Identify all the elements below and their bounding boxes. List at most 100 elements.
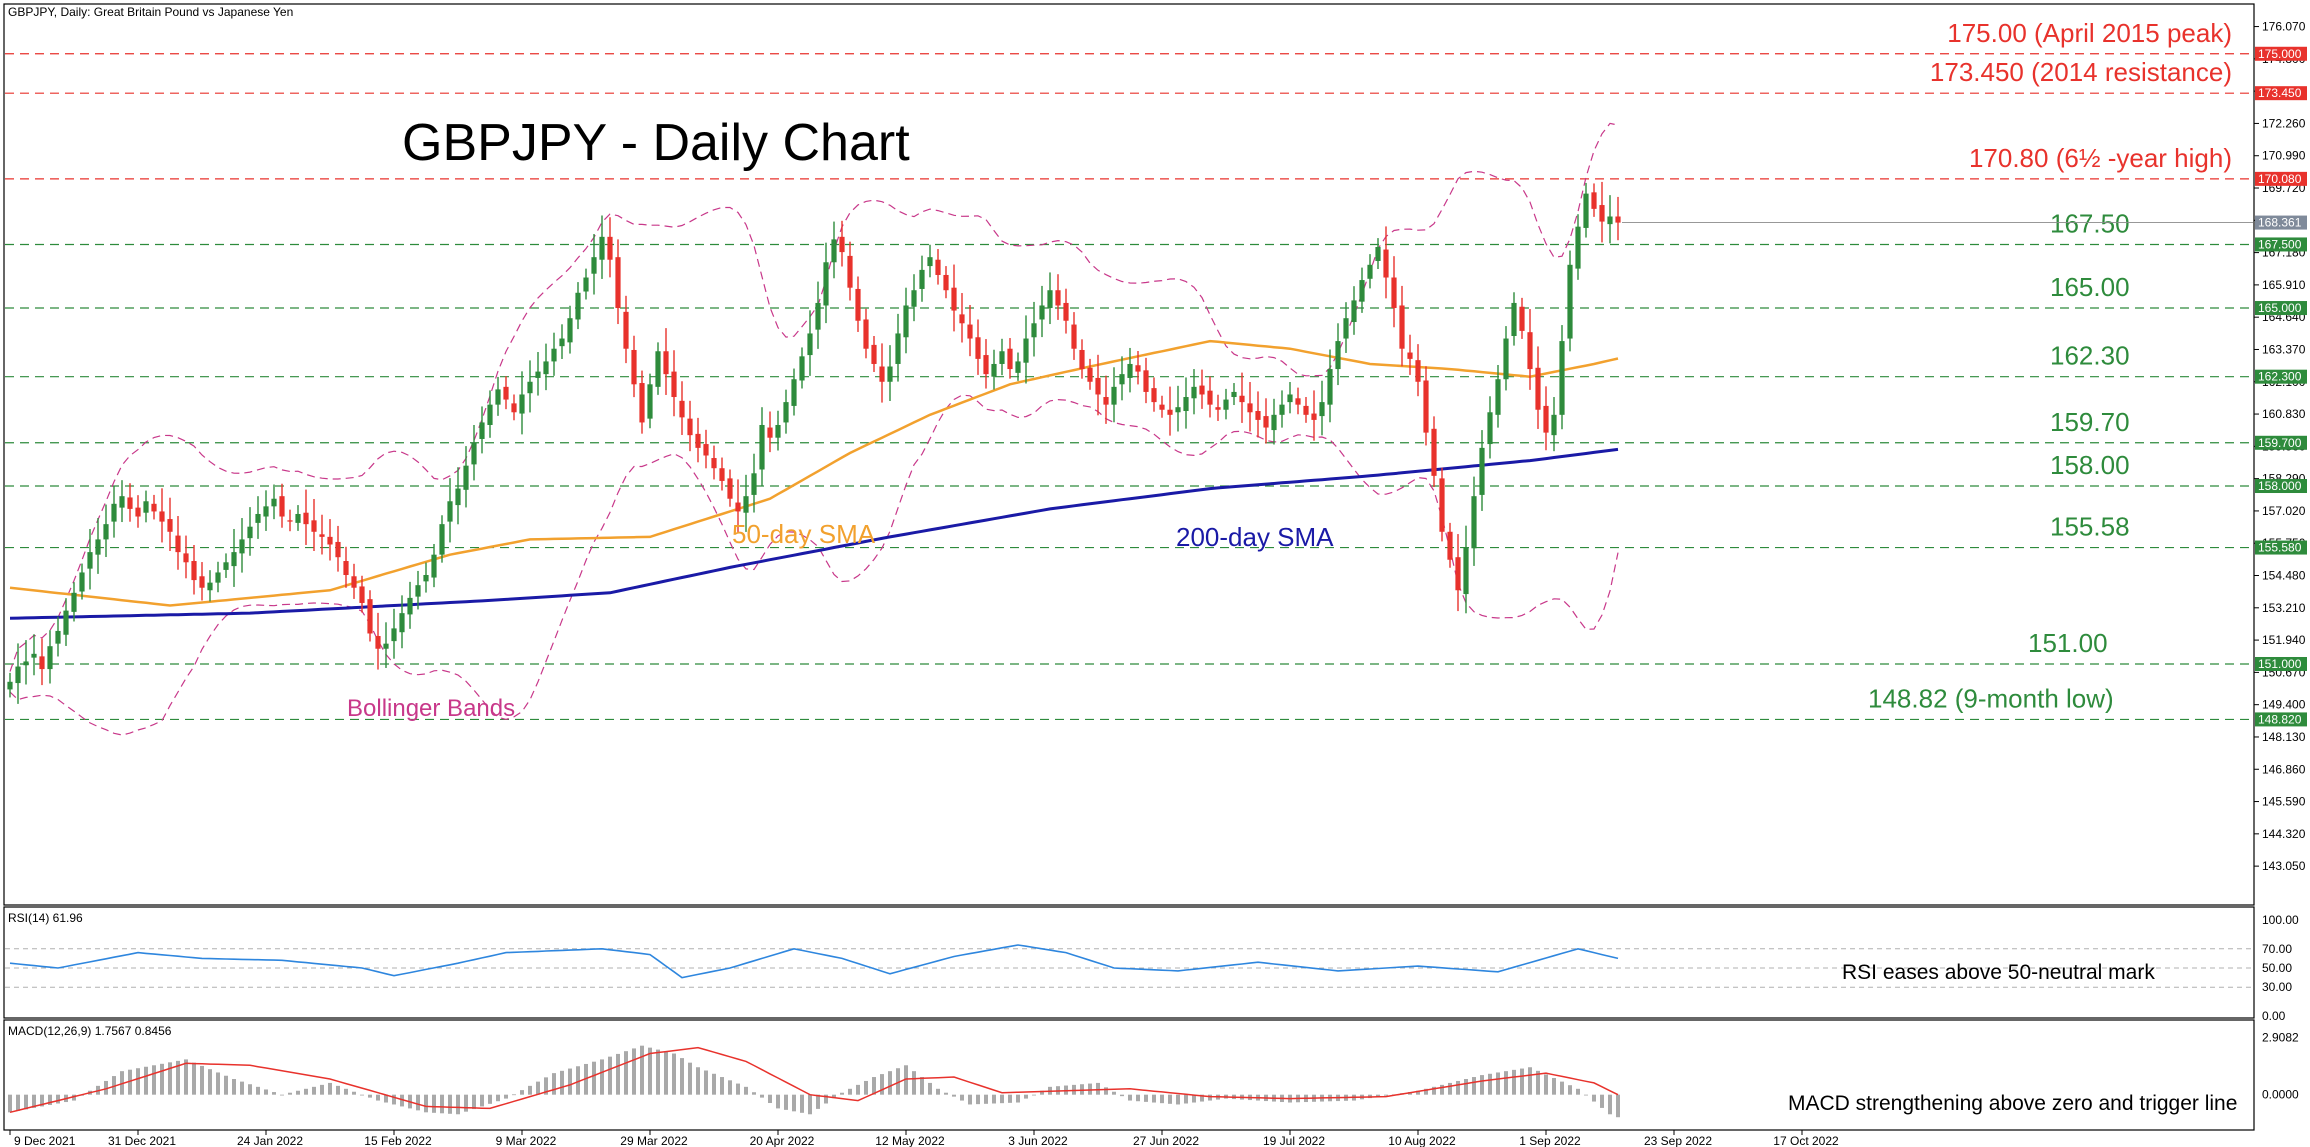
candle-body	[103, 524, 109, 540]
macd-histogram-bar	[496, 1094, 500, 1102]
macd-histogram-bar	[712, 1073, 716, 1095]
time-tick-label: 23 Sep 2022	[1644, 1134, 1712, 1147]
time-tick-label: 29 Mar 2022	[620, 1134, 688, 1147]
macd-histogram-bar	[1496, 1072, 1500, 1095]
price-tick-label: 172.260	[2262, 116, 2306, 130]
candle-body	[959, 314, 965, 324]
macd-histogram-bar	[232, 1079, 236, 1095]
macd-histogram-bar	[136, 1068, 140, 1095]
candle-body	[47, 646, 53, 670]
rsi-panel-frame	[3, 906, 2255, 1019]
candle-body	[1615, 216, 1621, 223]
candle-body	[191, 561, 197, 581]
time-tick-label: 31 Dec 2021	[108, 1134, 176, 1147]
macd-histogram-bar	[1200, 1094, 1204, 1102]
candle-body	[1495, 379, 1501, 415]
candle-body	[743, 496, 749, 513]
level-tag-box	[2255, 712, 2307, 727]
candle-body	[1359, 280, 1365, 302]
candle-body	[1575, 226, 1581, 269]
level-tag-box	[2255, 369, 2307, 384]
candle-body	[1351, 300, 1357, 323]
candle-body	[439, 524, 445, 555]
candle-body	[263, 506, 269, 517]
macd-histogram-bar	[24, 1094, 28, 1110]
rsi-tick-label: 30.00	[2262, 980, 2292, 994]
macd-histogram-bar	[816, 1094, 820, 1109]
candle-body	[479, 422, 485, 439]
candle-body	[487, 404, 493, 425]
macd-histogram-bar	[344, 1088, 348, 1095]
macd-histogram-bar	[1600, 1094, 1604, 1108]
macd-histogram-bar	[536, 1081, 540, 1095]
level-label: 159.70	[2050, 407, 2130, 437]
macd-histogram-bar	[952, 1094, 956, 1097]
macd-histogram-bar	[792, 1094, 796, 1112]
macd-histogram-bar	[1088, 1083, 1092, 1095]
macd-histogram-bar	[616, 1053, 620, 1095]
macd-histogram-bar	[1592, 1094, 1596, 1102]
candle-body	[847, 255, 853, 288]
macd-histogram-bar	[1520, 1068, 1524, 1095]
macd-histogram-bar	[688, 1062, 692, 1095]
level-tag-box	[2255, 656, 2307, 671]
macd-histogram-bar	[696, 1067, 700, 1095]
price-tick-label: 143.050	[2262, 859, 2306, 873]
candle-body	[1151, 388, 1157, 403]
macd-histogram-bar	[664, 1051, 668, 1095]
candle-body	[647, 384, 653, 419]
macd-histogram-bar	[296, 1090, 300, 1095]
macd-histogram-bar	[1184, 1094, 1188, 1104]
level-label: 148.82 (9-month low)	[1868, 683, 2114, 713]
candle-body	[943, 274, 949, 291]
macd-histogram-bar	[312, 1086, 316, 1095]
macd-histogram-bar	[1384, 1094, 1388, 1096]
macd-histogram-bar	[1504, 1071, 1508, 1095]
rsi-panel: 100.00 70.00 50.00 30.00 0.00	[5, 913, 2299, 1023]
candle-body	[775, 424, 781, 438]
candle-body	[375, 636, 381, 649]
candle-body	[927, 257, 933, 267]
level-tag-label: 170.080	[2258, 172, 2302, 186]
candle-body	[1063, 302, 1069, 321]
candle-body	[727, 478, 733, 499]
macd-histogram-bar	[624, 1051, 628, 1095]
candle-body	[1055, 290, 1061, 306]
candle-body	[1103, 397, 1109, 405]
macd-histogram-bar	[1416, 1090, 1420, 1095]
candle-body	[791, 379, 797, 406]
macd-histogram-bar	[720, 1077, 724, 1095]
candle-body	[279, 496, 285, 517]
candle-body	[1079, 349, 1085, 370]
candle-body	[1583, 193, 1589, 228]
level-tag-label: 148.820	[2258, 712, 2302, 726]
macd-histogram-bar	[216, 1072, 220, 1095]
macd-histogram-bar	[672, 1053, 676, 1095]
candle-body	[95, 539, 101, 555]
candle-body	[583, 277, 589, 292]
level-label: 167.50	[2050, 208, 2130, 238]
candle-body	[1087, 367, 1093, 382]
candle-body	[71, 592, 77, 612]
candle-body	[207, 582, 213, 591]
macd-histogram-bar	[192, 1062, 196, 1095]
price-panel-frame	[3, 3, 2255, 906]
macd-histogram-bar	[104, 1080, 108, 1095]
candle-body	[1039, 305, 1045, 320]
candle-body	[1415, 360, 1421, 382]
macd-histogram-bar	[1024, 1094, 1028, 1099]
macd-histogram-bar	[168, 1062, 172, 1095]
candle-body	[623, 311, 629, 349]
candle-body	[1327, 369, 1333, 405]
macd-histogram-bar	[16, 1094, 20, 1111]
macd-histogram-bar	[112, 1076, 116, 1095]
macd-histogram-bar	[608, 1056, 612, 1095]
candle-body	[215, 572, 221, 583]
macd-histogram-bar	[656, 1049, 660, 1095]
price-tick-label: 170.990	[2262, 149, 2306, 163]
macd-indicator-label: MACD(12,26,9) 1.7567 0.8456	[8, 1024, 172, 1038]
macd-histogram-bar	[488, 1094, 492, 1104]
level-label: 175.00 (April 2015 peak)	[1947, 18, 2232, 48]
candle-body	[1423, 380, 1429, 433]
macd-histogram-bar	[1144, 1094, 1148, 1102]
